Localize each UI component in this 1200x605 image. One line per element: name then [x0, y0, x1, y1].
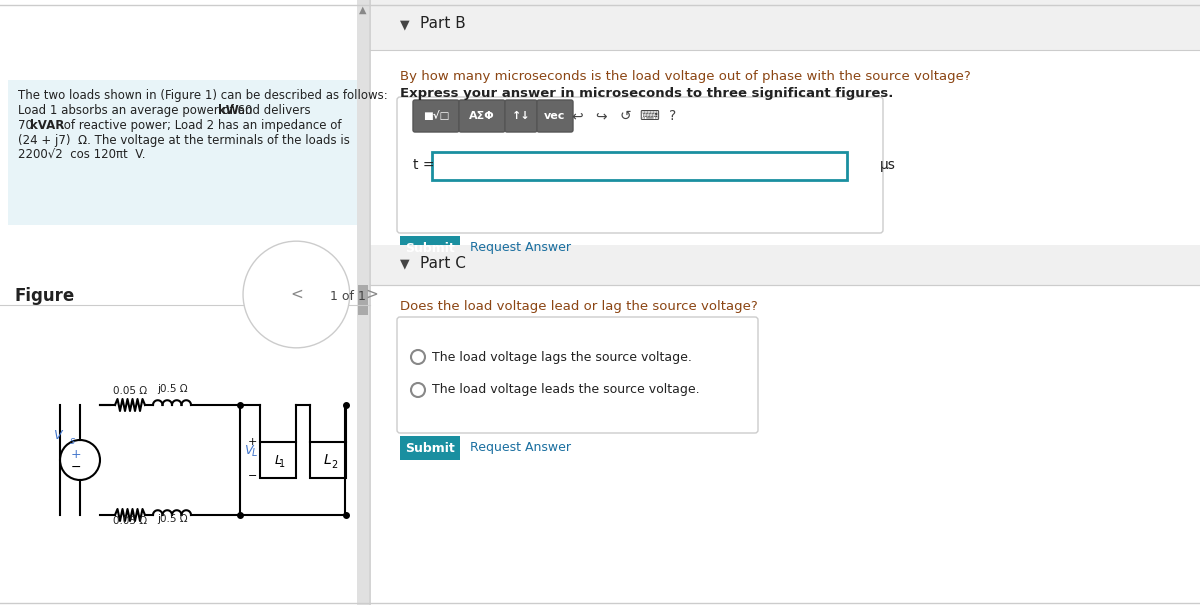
Text: +: +: [71, 448, 82, 460]
Text: L: L: [252, 448, 257, 458]
Text: The load voltage leads the source voltage.: The load voltage leads the source voltag…: [432, 384, 700, 396]
Text: L: L: [275, 454, 282, 466]
Text: ↩: ↩: [571, 109, 583, 123]
Text: and delivers: and delivers: [234, 104, 311, 117]
Text: μs: μs: [880, 158, 896, 172]
Text: −: −: [71, 460, 82, 474]
Text: Part C: Part C: [420, 257, 466, 272]
Text: AΣΦ: AΣΦ: [469, 111, 494, 121]
Text: The load voltage lags the source voltage.: The load voltage lags the source voltage…: [432, 350, 692, 364]
Text: L: L: [324, 453, 332, 467]
Text: Submit: Submit: [406, 442, 455, 454]
Text: t =: t =: [413, 158, 434, 172]
Text: s: s: [70, 436, 76, 446]
Text: kVAR: kVAR: [30, 119, 65, 132]
Text: ?: ?: [670, 109, 677, 123]
Text: Does the load voltage lead or lag the source voltage?: Does the load voltage lead or lag the so…: [400, 300, 757, 313]
FancyBboxPatch shape: [370, 245, 1200, 285]
Text: ▼: ▼: [400, 19, 409, 31]
Text: 2200√2  cos 120πt  V.: 2200√2 cos 120πt V.: [18, 149, 145, 162]
Text: ▲: ▲: [359, 5, 367, 15]
FancyBboxPatch shape: [0, 0, 370, 605]
Circle shape: [410, 383, 425, 397]
Text: ↪: ↪: [595, 109, 607, 123]
Text: 2: 2: [331, 460, 337, 470]
Circle shape: [60, 440, 100, 480]
Text: <: <: [290, 287, 302, 302]
FancyBboxPatch shape: [358, 285, 368, 315]
Text: vec: vec: [545, 111, 565, 121]
Text: +: +: [248, 437, 257, 447]
Text: 1 of 1: 1 of 1: [330, 290, 366, 303]
Text: Figure: Figure: [14, 287, 76, 305]
Text: 1: 1: [278, 459, 286, 469]
Text: Part B: Part B: [420, 16, 466, 30]
Text: ↺: ↺: [619, 109, 631, 123]
FancyBboxPatch shape: [458, 100, 505, 132]
Text: V: V: [54, 429, 62, 442]
FancyBboxPatch shape: [413, 100, 458, 132]
Text: ↑↓: ↑↓: [511, 111, 530, 121]
FancyBboxPatch shape: [432, 152, 847, 180]
Text: j0.5 Ω: j0.5 Ω: [157, 514, 187, 524]
Text: Submit: Submit: [406, 241, 455, 255]
Text: 0.05 Ω: 0.05 Ω: [113, 386, 148, 396]
FancyBboxPatch shape: [400, 436, 460, 460]
FancyBboxPatch shape: [538, 100, 574, 132]
Text: 70: 70: [18, 119, 37, 132]
FancyBboxPatch shape: [8, 80, 360, 225]
Text: The two loads shown in (Figure 1) can be described as follows:: The two loads shown in (Figure 1) can be…: [18, 89, 388, 102]
Text: V: V: [244, 443, 252, 457]
FancyBboxPatch shape: [397, 317, 758, 433]
Text: −: −: [248, 471, 257, 481]
FancyBboxPatch shape: [358, 0, 370, 605]
Text: ⌨: ⌨: [640, 109, 659, 123]
Text: of reactive power; Load 2 has an impedance of: of reactive power; Load 2 has an impedan…: [60, 119, 342, 132]
Text: Request Answer: Request Answer: [470, 442, 571, 454]
FancyBboxPatch shape: [370, 0, 1200, 605]
Text: Request Answer: Request Answer: [470, 241, 571, 255]
FancyBboxPatch shape: [370, 0, 1200, 50]
FancyBboxPatch shape: [505, 100, 538, 132]
Text: By how many microseconds is the load voltage out of phase with the source voltag: By how many microseconds is the load vol…: [400, 70, 971, 83]
FancyBboxPatch shape: [397, 97, 883, 233]
Text: >: >: [365, 287, 378, 302]
Text: ▼: ▼: [400, 258, 409, 270]
Text: j0.5 Ω: j0.5 Ω: [157, 384, 187, 394]
Text: Load 1 absorbs an average power of 60: Load 1 absorbs an average power of 60: [18, 104, 256, 117]
Text: ■√□: ■√□: [422, 111, 449, 121]
Text: 0.05 Ω: 0.05 Ω: [113, 516, 148, 526]
Text: Express your answer in microseconds to three significant figures.: Express your answer in microseconds to t…: [400, 87, 893, 100]
Circle shape: [410, 350, 425, 364]
FancyBboxPatch shape: [260, 442, 296, 478]
FancyBboxPatch shape: [400, 236, 460, 260]
FancyBboxPatch shape: [310, 442, 346, 478]
Text: kW: kW: [218, 104, 239, 117]
Text: (24 + j7)  Ω. The voltage at the terminals of the loads is: (24 + j7) Ω. The voltage at the terminal…: [18, 134, 350, 147]
